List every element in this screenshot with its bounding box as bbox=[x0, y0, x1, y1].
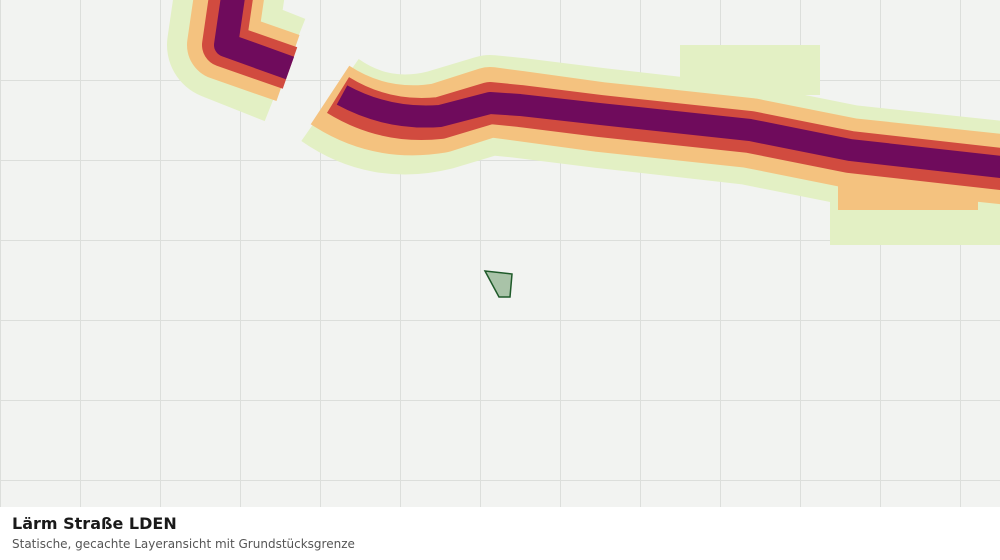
caption-panel: Lärm Straße LDEN Statische, gecachte Lay… bbox=[0, 507, 1000, 560]
parcel-boundary bbox=[483, 270, 513, 298]
noise-zone-green bbox=[680, 45, 820, 95]
map bbox=[0, 0, 1000, 507]
layer-title: Lärm Straße LDEN bbox=[12, 514, 177, 533]
layer-subtitle: Statische, gecachte Layeransicht mit Gru… bbox=[12, 537, 355, 551]
noise-layer bbox=[167, 0, 1000, 245]
